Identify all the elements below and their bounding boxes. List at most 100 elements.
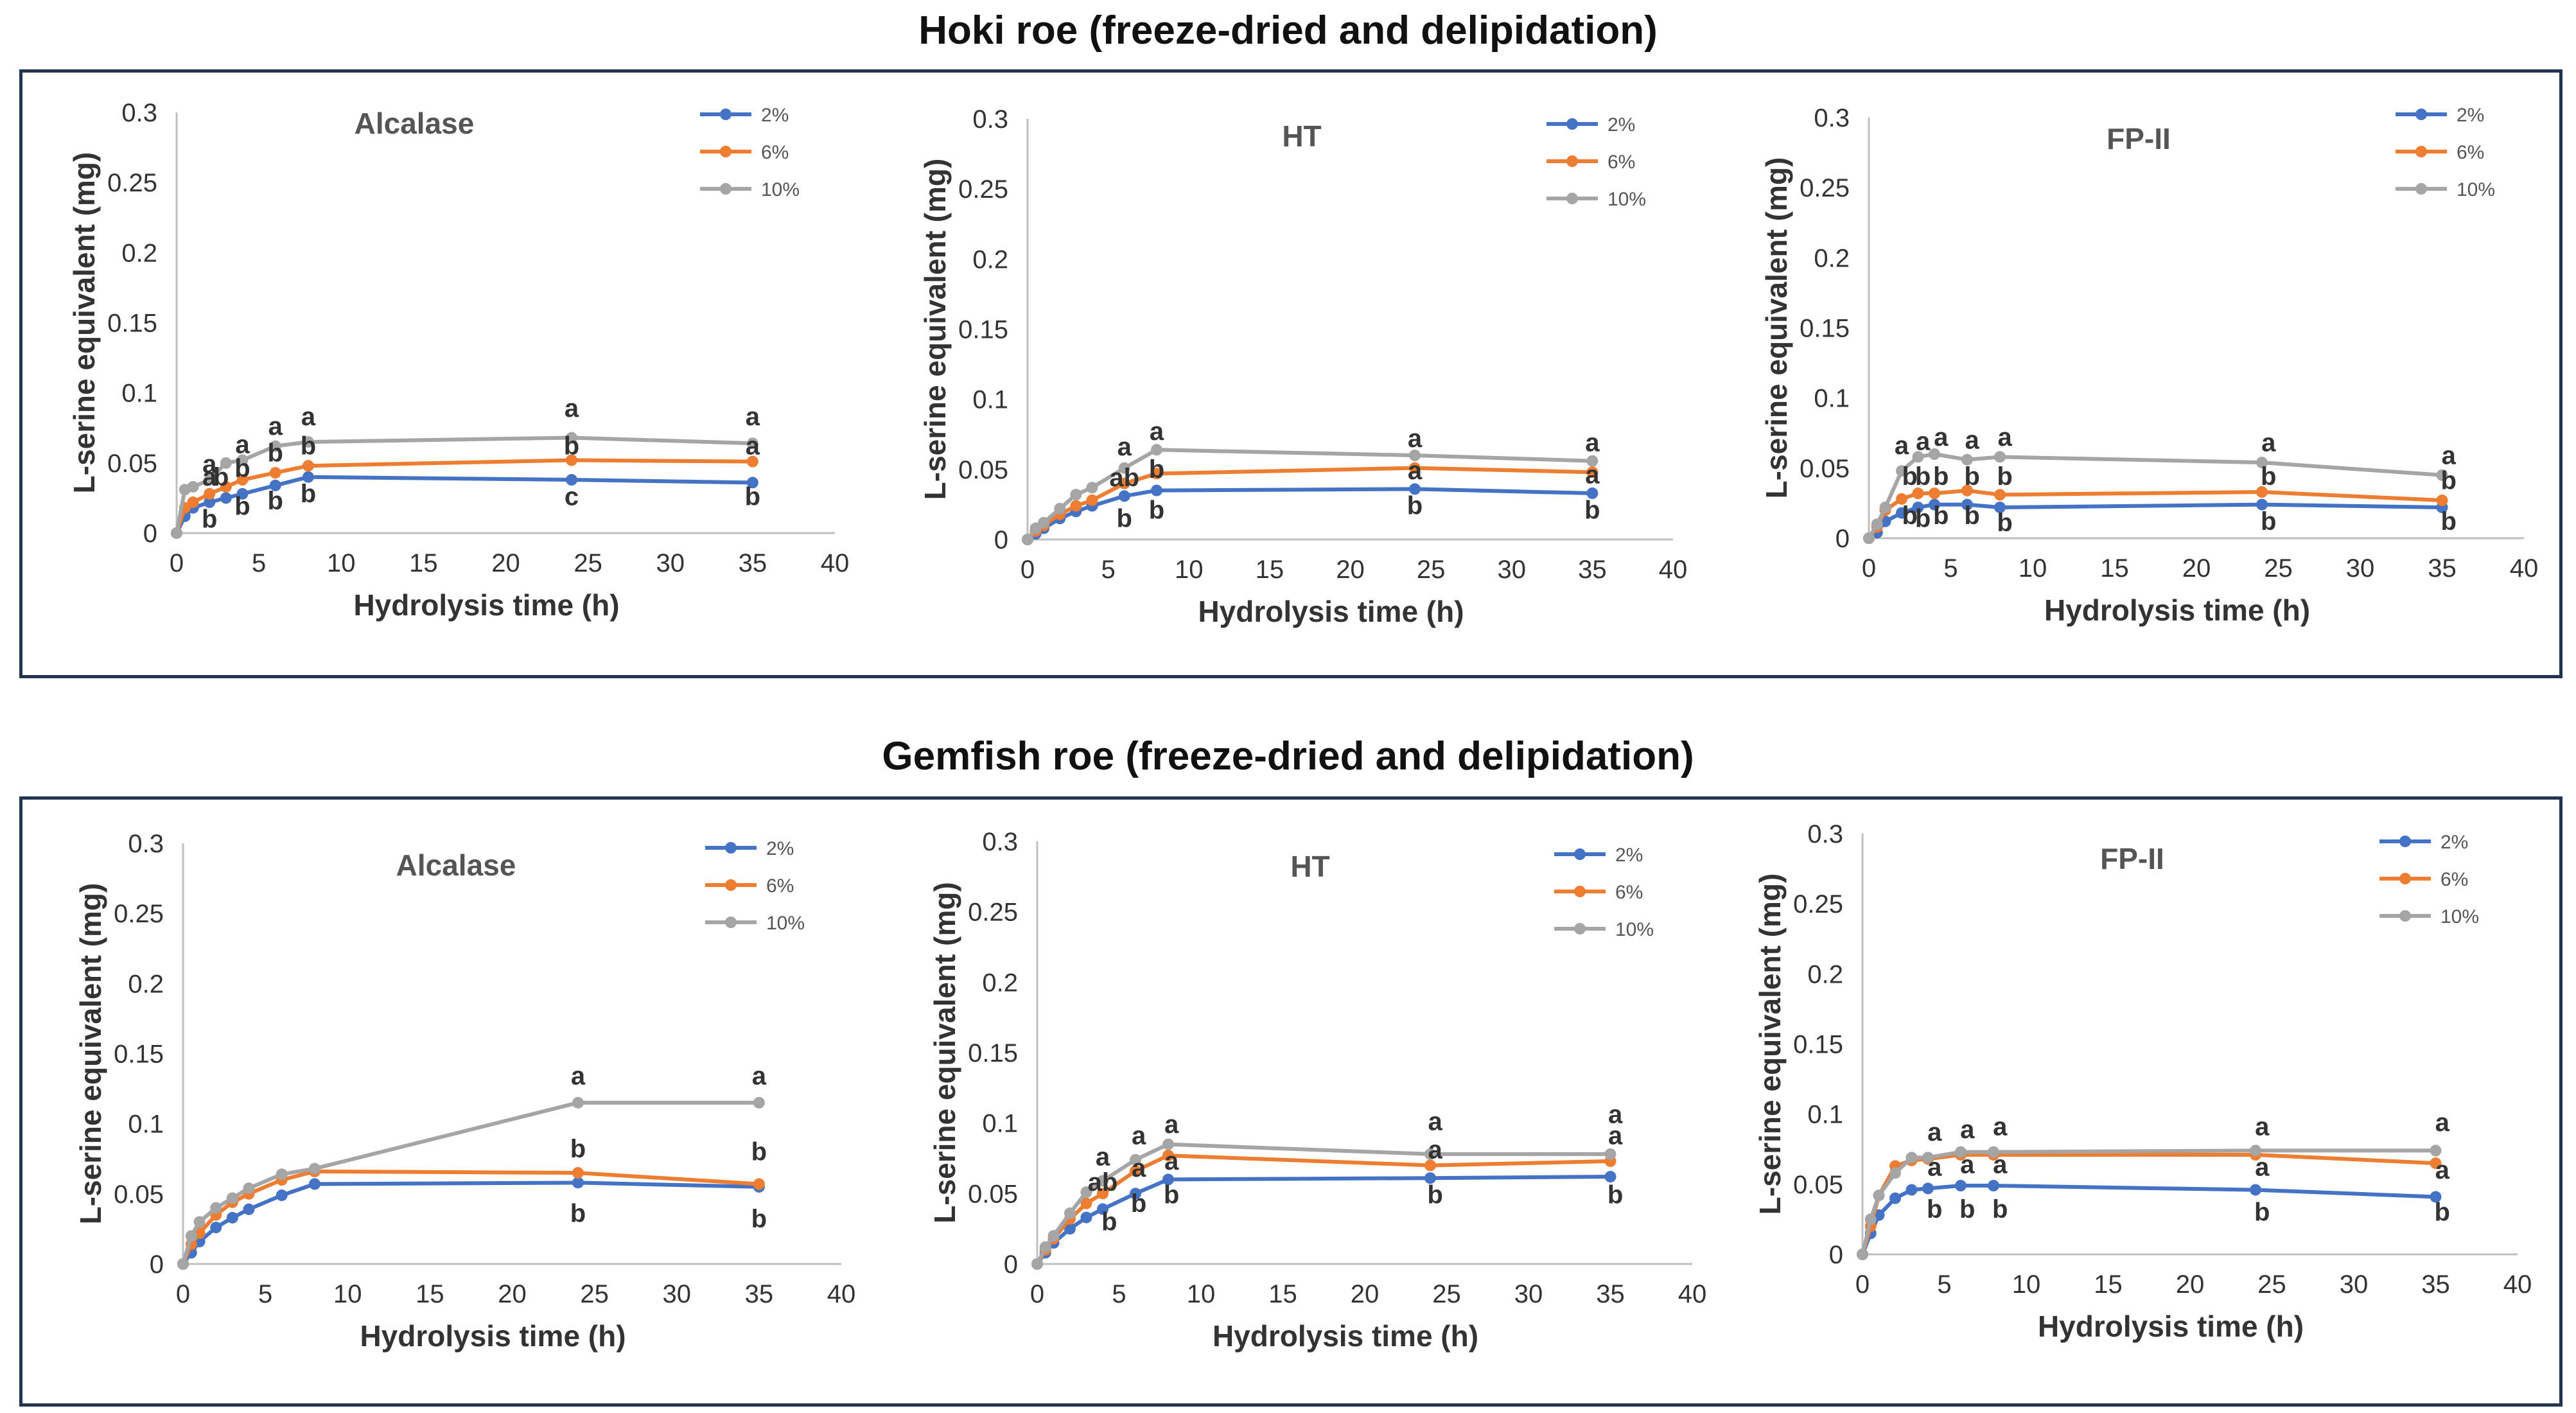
g0-c0-x-tick-label: 25 xyxy=(574,549,602,577)
g0-c1-significance-letter: a xyxy=(1150,417,1164,446)
g0-c0-significance-letter: a xyxy=(202,450,217,478)
g0-c1-y-tick-label: 0 xyxy=(994,526,1008,554)
g0-c2-significance-letter: b xyxy=(2440,467,2456,495)
g0-c2-x-tick-label: 5 xyxy=(1943,554,1958,583)
g0-c1-x-axis-title: Hydrolysis time (h) xyxy=(1198,595,1464,628)
g1-c2-y-tick-label: 0.2 xyxy=(1807,960,1843,988)
g1-c1-data-point-1 xyxy=(1162,1150,1174,1162)
g0-c2-legend-marker xyxy=(2415,146,2427,157)
g1-c2-data-point-2 xyxy=(1955,1146,1967,1158)
g0-c1-significance-letter: b xyxy=(1149,455,1164,484)
g1-c2-chart-title: FP-II xyxy=(2100,842,2164,875)
g1-c1-significance-letter: a xyxy=(1164,1110,1179,1139)
g0-c1-data-point-1 xyxy=(1151,468,1162,480)
g1-c0-x-tick-label: 0 xyxy=(176,1280,190,1308)
g0-c2-significance-letter: b xyxy=(1915,462,1931,491)
g0-c0-data-point-0 xyxy=(236,487,249,500)
g1-c0-data-point-0 xyxy=(243,1203,255,1215)
g0-c0-data-point-1 xyxy=(236,474,249,486)
g0-c0-legend-label: 10% xyxy=(761,179,800,200)
g1-c0-data-point-2 xyxy=(185,1230,197,1242)
g1-c2-y-tick-label: 0.1 xyxy=(1807,1101,1843,1129)
g0-c0-data-point-0 xyxy=(746,477,758,489)
g0-c0-y-tick-label: 0.2 xyxy=(121,239,157,267)
g1-c2-significance-letter: b xyxy=(2254,1198,2270,1227)
g1-c2-significance-letter: a xyxy=(2435,1109,2450,1137)
g1-c2-significance-letter: b xyxy=(1959,1195,1975,1224)
g1-c1-significance-letter: a xyxy=(1096,1143,1110,1171)
g1-c1-significance-letter: b xyxy=(1131,1189,1146,1218)
g0-c0-x-tick-label: 0 xyxy=(170,549,184,577)
g0-c0-x-tick-label: 15 xyxy=(409,549,438,577)
g1-c2-y-tick-label: 0 xyxy=(1829,1241,1843,1269)
g1-c2-significance-letter: b xyxy=(1992,1195,2008,1224)
g0-c1-significance-letter: b xyxy=(1117,504,1132,532)
g0-c1-significance-letter: a xyxy=(1408,425,1423,453)
g1-c0-y-axis-title: L-serine equivalent (mg) xyxy=(74,883,107,1225)
g1-c1-legend-label: 10% xyxy=(1615,919,1654,940)
g0-c0-legend-label: 6% xyxy=(761,142,789,163)
g0-c2-legend-label: 6% xyxy=(2457,142,2484,163)
g1-c1-significance-letter: a xyxy=(1428,1136,1443,1164)
g0-c2-legend-marker xyxy=(2415,183,2427,195)
g1-c1-significance-letter: b xyxy=(1164,1181,1179,1209)
g0-c0-x-tick-label: 35 xyxy=(739,549,767,577)
g1-c0-significance-letter: a xyxy=(571,1062,586,1091)
g0-c1-significance-letter: ab xyxy=(1109,464,1139,492)
g1-c1-data-point-1 xyxy=(1424,1159,1436,1172)
g1-c0-data-point-2 xyxy=(177,1258,189,1270)
g0-c0-significance-letter: b xyxy=(234,493,250,521)
g0-c0-y-tick-label: 0.3 xyxy=(121,99,157,127)
g0-c1-data-point-1 xyxy=(1086,494,1098,506)
g0-c0-legend-marker xyxy=(720,183,732,195)
g1-c2-significance-letter: a xyxy=(1927,1154,1942,1182)
g0-c0-legend-marker xyxy=(720,109,732,120)
g1-c1-significance-letter: a xyxy=(1608,1122,1623,1150)
g1-c2-legend-label: 6% xyxy=(2440,869,2468,890)
g1-c2-x-tick-label: 0 xyxy=(1855,1270,1870,1299)
g0-c1-chart-title: HT xyxy=(1282,119,1321,153)
g0-c0-data-point-2 xyxy=(236,454,249,466)
g0-c0-significance-letter: a xyxy=(301,403,316,431)
g1-c1-y-tick-label: 0.2 xyxy=(982,969,1018,997)
g0-c1-data-point-0 xyxy=(1151,484,1162,496)
g1-c2-significance-letter: b xyxy=(2434,1198,2449,1227)
g1-c2-data-point-0 xyxy=(1988,1180,1999,1192)
g1-c0-series-line-0 xyxy=(181,1180,759,1265)
g0-c0-significance-letter: b xyxy=(268,439,283,468)
g0-c0-series-line-0 xyxy=(175,475,753,534)
g0-c0-data-point-2 xyxy=(187,480,199,493)
g0-c2-significance-letter: a xyxy=(1965,426,1980,454)
g1-c1-data-point-0 xyxy=(1064,1223,1076,1235)
g1-c1-significance-letter: a xyxy=(1608,1101,1623,1129)
g1-c2-x-tick-label: 40 xyxy=(2503,1270,2532,1299)
g1-c0-series-line-2 xyxy=(181,1100,759,1265)
g0-c2-x-tick-label: 35 xyxy=(2428,554,2457,583)
g1-c2-significance-letter: a xyxy=(1993,1150,2008,1179)
g1-c2-significance-letter: a xyxy=(1960,1150,1975,1179)
g1-c0-significance-letter: b xyxy=(751,1205,767,1233)
g0-c2-x-tick-label: 40 xyxy=(2510,554,2539,583)
g0-c1-data-point-2 xyxy=(1118,462,1130,474)
g1-c2-legend-marker xyxy=(2399,873,2411,884)
g1-c2-series-line-0 xyxy=(1861,1184,2436,1256)
g0-c2-data-point-2 xyxy=(1863,532,1875,544)
g0-c0-data-point-0 xyxy=(302,471,314,483)
g0-c0-significance-letter: a xyxy=(268,412,283,441)
g1-c0-data-point-2 xyxy=(193,1216,206,1228)
g1-c1-data-point-0 xyxy=(1130,1188,1141,1200)
g0-c0-data-point-1 xyxy=(187,496,199,508)
g1-c2-x-tick-label: 5 xyxy=(1937,1270,1951,1299)
g0-c0-y-tick-label: 0.1 xyxy=(121,380,157,408)
g1-c2-data-point-2 xyxy=(1857,1249,1868,1260)
g0-c2-data-point-2 xyxy=(1929,448,1940,460)
g1-c1-y-tick-label: 0 xyxy=(1004,1251,1018,1279)
g1-c1-data-point-1 xyxy=(1097,1188,1108,1200)
g0-c1-legend-label: 10% xyxy=(1608,189,1646,210)
g1-c0-x-tick-label: 25 xyxy=(580,1280,609,1308)
g0-c2-significance-letter: b xyxy=(1902,502,1918,530)
g1-c1-x-tick-label: 35 xyxy=(1596,1280,1625,1308)
g1-c2-data-point-2 xyxy=(1889,1167,1901,1179)
g0-c0-significance-letter: b xyxy=(745,482,760,511)
g0-c2-data-point-0 xyxy=(1961,498,1973,511)
